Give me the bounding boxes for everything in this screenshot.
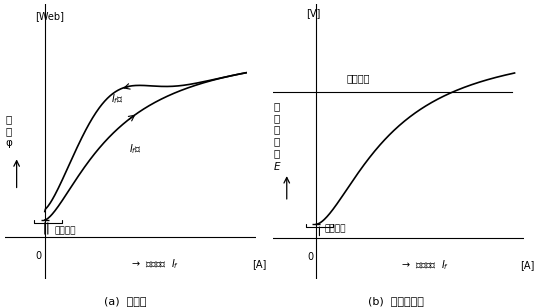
Text: [A]: [A] <box>252 259 266 270</box>
Text: $I_f$増: $I_f$増 <box>130 142 142 156</box>
Text: (b)  誘導起電力: (b) 誘導起電力 <box>368 296 424 306</box>
Text: →  界磁電流  $I_f$: → 界磁電流 $I_f$ <box>131 257 180 271</box>
Text: [Web]: [Web] <box>35 11 64 21</box>
Text: [V]: [V] <box>307 8 321 18</box>
Text: 定格電圧: 定格電圧 <box>346 74 370 84</box>
Text: 0: 0 <box>307 252 314 262</box>
Text: (a)  磁　束: (a) 磁 束 <box>104 296 146 306</box>
Text: $I_f$減: $I_f$減 <box>111 92 124 106</box>
Text: 誘
導
起
電
力
$E$: 誘 導 起 電 力 $E$ <box>273 101 281 172</box>
Text: 残留磁束: 残留磁束 <box>55 226 76 235</box>
Text: 残留電圧: 残留電圧 <box>325 225 346 234</box>
Text: →  界磁電流  $I_f$: → 界磁電流 $I_f$ <box>401 258 449 272</box>
Text: 0: 0 <box>36 251 42 261</box>
Text: 磁
束
φ: 磁 束 φ <box>5 115 12 148</box>
Text: [A]: [A] <box>521 260 535 270</box>
